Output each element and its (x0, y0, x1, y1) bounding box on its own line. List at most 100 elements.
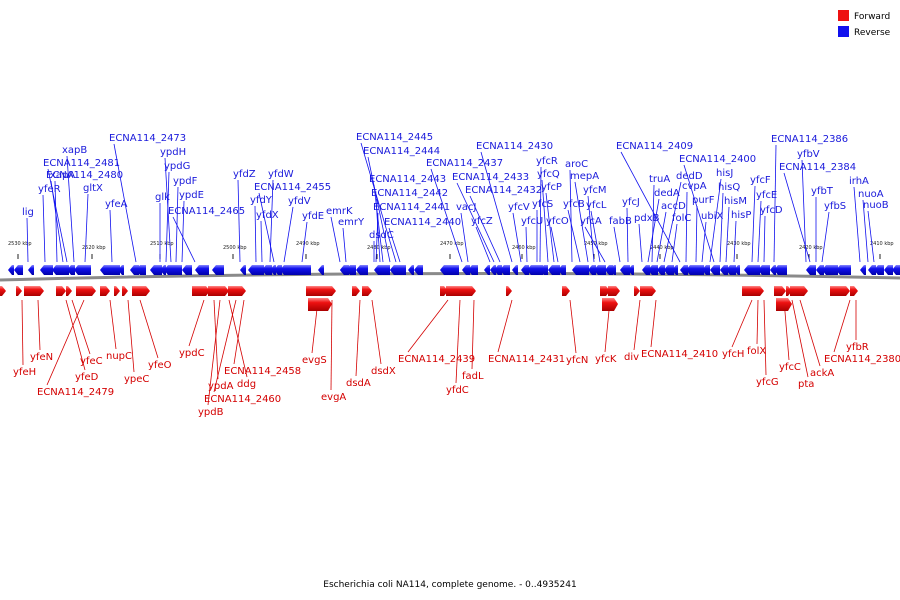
gene-yfca[interactable]: yfcA (580, 216, 613, 275)
gene-mepa[interactable]: mepA (570, 171, 599, 275)
gene-ecna114-2431[interactable]: ECNA114_2431 (488, 286, 565, 365)
gene-pdxb[interactable]: pdxB (634, 213, 660, 275)
gene-ecna114-2458[interactable]: ECNA114_2458 (224, 286, 301, 377)
gene-yfed[interactable]: yfeD (56, 286, 99, 383)
gene-nuob[interactable]: nuoB (863, 200, 889, 275)
gene-gltx[interactable]: gltX (83, 183, 103, 275)
gene-yfcd[interactable]: yfcD (760, 205, 783, 275)
gene-yfce[interactable]: yfcE (756, 190, 777, 275)
gene-glk[interactable]: glk (155, 192, 170, 275)
gene-yfcp[interactable]: yfcP (541, 182, 562, 275)
gene-hisq[interactable]: hisQ (718, 182, 740, 275)
gene-leader-line (567, 209, 581, 263)
tick-label: 2520 kbp (82, 245, 106, 251)
gene-arrow (240, 265, 246, 275)
gene-ecna114-2443[interactable]: ECNA114_2443 (369, 174, 446, 275)
gene-yfbr[interactable]: yfbR (846, 286, 869, 353)
gene-accd[interactable]: accD (656, 201, 686, 275)
gene-ecna114-2380[interactable]: ECNA114_2380 (824, 286, 900, 365)
gene-yfcl[interactable]: yfcL (586, 200, 607, 275)
gene-cvpa[interactable]: cvpA (682, 181, 707, 275)
gene-label: ECNA114_2441 (373, 202, 450, 213)
reverse-gene-arrow (80, 265, 89, 275)
gene-leader-line (127, 299, 135, 373)
gene-fadl[interactable]: fadL (462, 286, 484, 382)
gene-yfcn[interactable]: yfcN (562, 286, 588, 366)
gene-label: fabB (609, 216, 632, 227)
gene-yfdv[interactable]: yfdV (283, 196, 311, 275)
gene-yfcv[interactable]: yfcV (508, 202, 530, 275)
gene-label: ECNA114_2444 (363, 146, 440, 157)
gene-yfec[interactable]: yfeC (66, 286, 103, 367)
gene-yfea[interactable]: yfeA (105, 199, 128, 275)
gene-yfen[interactable]: yfeN (30, 286, 53, 363)
gene-ecna114-2430[interactable]: ECNA114_2430 (476, 141, 553, 275)
gene-label: ackA (810, 368, 834, 379)
gene-leader-line (330, 299, 333, 391)
gene-hism[interactable]: hisM (724, 196, 747, 275)
gene-yfck[interactable]: yfcK (595, 286, 617, 365)
legend-reverse-label: Reverse (854, 28, 891, 38)
gene-ypdc[interactable]: ypdC (179, 286, 205, 359)
gene-purf[interactable]: purF (692, 195, 715, 275)
gene-yfco[interactable]: yfcO (546, 216, 569, 275)
gene-yfcs[interactable]: yfcS (532, 199, 553, 275)
gene-ecna114-2432[interactable]: ECNA114_2432 (465, 185, 542, 275)
gene-yfdw[interactable]: yfdW (268, 169, 294, 275)
gene-yfeo[interactable]: yfeO (132, 286, 172, 371)
gene-trua[interactable]: truA (649, 174, 670, 275)
gene-label: ECNA114_2458 (224, 366, 301, 377)
gene-yfcq[interactable]: yfcQ (537, 169, 560, 275)
gene-ecna114-2410[interactable]: ECNA114_2410 (641, 286, 718, 360)
gene-dsdx[interactable]: dsdX (362, 286, 396, 377)
gene-folc[interactable]: folC (671, 213, 691, 275)
gene-ecna114-2439[interactable]: ECNA114_2439 (398, 286, 475, 365)
gene-ecna114-2481[interactable]: ECNA114_2481 (43, 158, 120, 275)
gene-leader-line (456, 182, 495, 263)
gene-label: ECNA114_2465 (168, 206, 245, 217)
gene-yfcg[interactable]: yfcG (756, 286, 779, 388)
gene-lig[interactable]: lig (22, 207, 34, 275)
gene-folx[interactable]: folX (747, 286, 766, 357)
gene-yfbs[interactable]: yfbS (821, 201, 846, 275)
gene-arrow (468, 265, 478, 275)
tick-label: 2420 kbp (799, 245, 823, 251)
gene-leader-line (233, 299, 245, 365)
gene-ecna114-2433[interactable]: ECNA114_2433 (452, 172, 529, 275)
gene-vacj[interactable]: vacJ (456, 202, 478, 275)
gene-leader-line (26, 217, 29, 263)
gene-hisp[interactable]: hisP (731, 210, 751, 275)
gene-yfcm[interactable]: yfcM (583, 185, 607, 275)
gene-yfcj[interactable]: yfcJ (622, 197, 640, 275)
gene-xapb[interactable]: xapB (62, 145, 87, 275)
gene-yfbt[interactable]: yfbT (811, 186, 834, 275)
gene-fabb[interactable]: fabB (609, 216, 632, 275)
gene-yfdz[interactable]: yfdZ (233, 169, 256, 275)
gene-dsda[interactable]: dsdA (346, 286, 371, 389)
gene-yfeh[interactable]: yfeH (13, 286, 36, 378)
gene-leader-line (388, 227, 401, 263)
gene-ecna114-2465[interactable]: ECNA114_2465 (168, 206, 245, 275)
gene-leader-line (853, 186, 861, 263)
reverse-gene-arrow (892, 265, 900, 275)
gene-arrow (588, 265, 596, 275)
gene-label: yfcH (722, 349, 744, 360)
gene-ecna114-2400[interactable]: ECNA114_2400 (679, 154, 756, 275)
gene-pta[interactable]: pta (786, 286, 814, 390)
gene-ecna114-2409[interactable]: ECNA114_2409 (616, 141, 693, 275)
gene-irha[interactable]: irhA (849, 176, 869, 275)
gene-leader-line (84, 193, 89, 263)
gene-nuoa[interactable]: nuoA (858, 189, 884, 275)
gene-nupc[interactable]: nupC (100, 286, 132, 362)
gene-div[interactable]: div (624, 286, 641, 363)
gene-ecna114-2437[interactable]: ECNA114_2437 (426, 158, 503, 275)
gene-ecna114-2384[interactable]: ECNA114_2384 (779, 162, 856, 275)
gene-label: yfcL (586, 200, 607, 211)
gene-ypde[interactable]: ypdE (179, 190, 204, 275)
gene-label: yfcS (532, 199, 553, 210)
gene-ypec[interactable]: ypeC (122, 286, 149, 385)
gene-leader-line (371, 299, 382, 365)
gene-ecna114-2455[interactable]: ECNA114_2455 (254, 182, 331, 275)
gene-yfcb[interactable]: yfcB (563, 199, 586, 275)
reverse-gene-arrow (130, 265, 139, 275)
